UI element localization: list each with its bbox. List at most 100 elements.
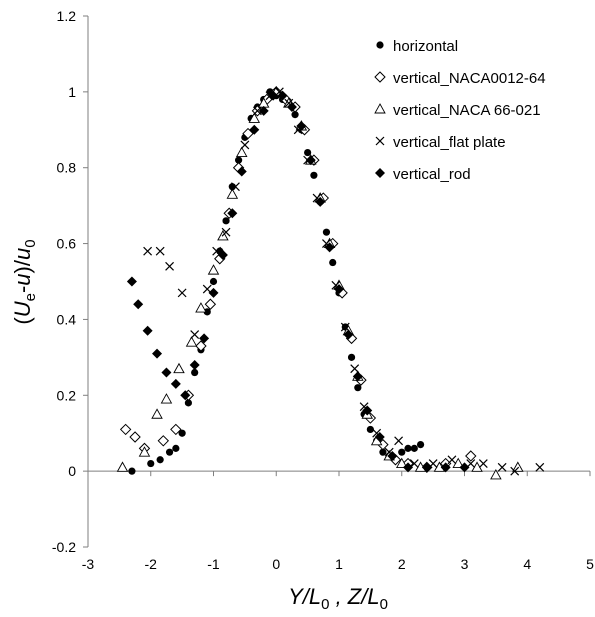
y-tick-label: -0.2 [52, 539, 76, 555]
y-label-part: e [22, 293, 39, 301]
data-point [165, 261, 174, 271]
data-point [249, 124, 260, 135]
x-stroke [143, 246, 153, 256]
legend: horizontal vertical_NACA0012-64 vertical_N… [374, 38, 546, 183]
data-point [305, 155, 316, 166]
data-point [350, 364, 360, 374]
x-stroke [478, 459, 488, 468]
data-point [126, 276, 137, 287]
legend-entry: vertical_rod [375, 166, 471, 183]
data-point [152, 348, 163, 359]
y-tick-label: 0.8 [57, 160, 77, 176]
x-stroke [190, 330, 200, 340]
x-stroke [212, 246, 222, 256]
data-point [170, 378, 181, 389]
x-stroke [340, 322, 350, 332]
data-point [354, 384, 362, 392]
x-stroke [155, 246, 165, 256]
x-stroke [447, 455, 457, 465]
data-point [128, 467, 136, 475]
x-stroke [202, 284, 212, 294]
data-point [421, 462, 432, 473]
data-point [143, 246, 153, 256]
data-point [129, 431, 141, 443]
legend-marker [375, 136, 385, 146]
data-point [403, 462, 414, 473]
y-label-part: u [10, 248, 35, 260]
data-point [195, 340, 207, 352]
data-point [231, 182, 240, 192]
data-point [535, 462, 545, 472]
data-point [510, 466, 520, 476]
legend-entry: vertical_NACA 66-021 [374, 102, 541, 119]
y-tick-label: 1.2 [57, 8, 77, 24]
data-point [227, 208, 238, 219]
data-point [119, 423, 132, 436]
data-point [387, 450, 398, 461]
data-point [248, 112, 261, 123]
data-point [315, 196, 326, 207]
data-point [340, 322, 350, 332]
tick-labels: -0.2 0 0.2 0.4 0.6 0.8 1 1.2 -3 -2 -1 0 1 2 3 4 5 [52, 8, 594, 572]
data-point [352, 371, 363, 382]
y-label-part: )/ [10, 259, 35, 273]
data-point [180, 390, 191, 401]
x-label-part: , Z/ [329, 584, 369, 609]
data-point [161, 367, 172, 378]
x-stroke [253, 106, 262, 116]
x-label-part: Y/ [288, 584, 311, 609]
y-label-part: ( [10, 317, 35, 325]
x-stroke [375, 136, 385, 146]
x-axis-label: Y/L0 , Z/L0 [288, 584, 388, 612]
x-stroke [350, 364, 360, 374]
data-point [178, 429, 186, 437]
data-point [334, 284, 344, 295]
data-point [478, 459, 488, 468]
data-point [459, 462, 470, 473]
y-tick-label: 0.4 [57, 311, 77, 327]
data-point [156, 456, 164, 464]
legend-marker [376, 41, 384, 49]
legend-label: vertical_NACA0012-64 [393, 70, 546, 87]
legend-label: vertical_flat plate [393, 134, 506, 151]
data-point [189, 359, 200, 370]
legend-marker [375, 168, 385, 178]
x-label-part: L [367, 584, 379, 609]
x-label-part: L [309, 584, 321, 609]
data-point [362, 405, 373, 416]
x-tick-label: 1 [335, 556, 343, 572]
data-point [416, 440, 425, 449]
data-point [447, 455, 457, 465]
x-stroke [165, 261, 174, 271]
legend-marker [374, 103, 386, 114]
data-point [235, 156, 243, 164]
data-point [147, 459, 155, 468]
data-point [395, 457, 408, 469]
data-points [116, 85, 545, 480]
x-tick-label: 5 [586, 556, 594, 572]
x-tick-label: 2 [398, 556, 406, 572]
data-point [366, 425, 374, 434]
y-label-part: U [10, 301, 35, 317]
x-stroke [510, 466, 520, 476]
data-point [410, 444, 418, 452]
data-point [133, 299, 144, 310]
data-point [253, 106, 262, 116]
x-stroke [359, 402, 369, 412]
data-point [374, 432, 385, 443]
data-point [291, 111, 299, 119]
data-point [142, 325, 153, 336]
data-point [240, 140, 250, 150]
x-stroke [497, 462, 507, 472]
data-point [177, 288, 187, 298]
y-tick-label: 1 [68, 84, 76, 100]
data-point [242, 127, 254, 140]
legend-marker [374, 71, 386, 83]
data-point [343, 329, 354, 340]
data-point [157, 435, 170, 447]
x-tick-label: -3 [82, 556, 95, 572]
data-point [190, 330, 200, 340]
data-point [222, 217, 230, 225]
series-vertical-rod [126, 90, 470, 473]
y-label-part: - [10, 286, 35, 293]
